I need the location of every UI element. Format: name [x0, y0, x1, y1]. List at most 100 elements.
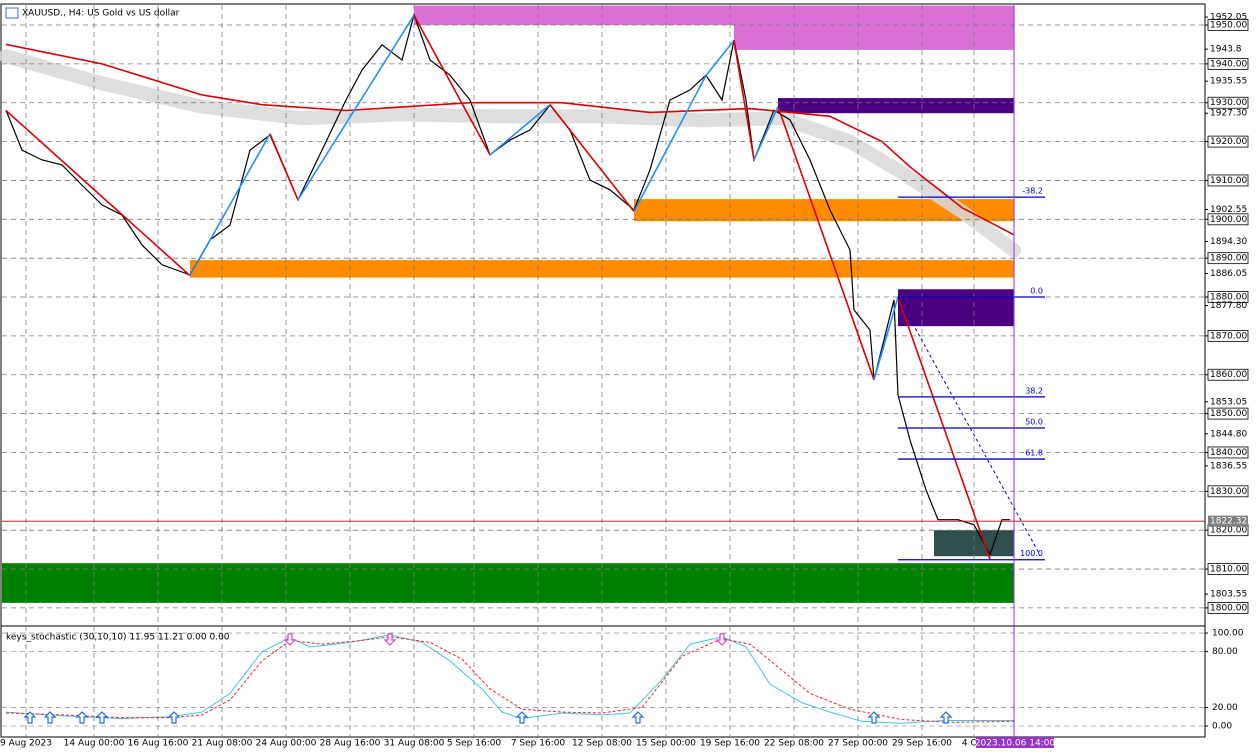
y-tick-box [1207, 368, 1249, 381]
price-zone [2, 563, 1014, 603]
x-tick-label: 16 Aug 16:00 [128, 739, 189, 749]
y-tick-box [1207, 485, 1249, 498]
x-tick-label: 19 Sep 16:00 [700, 739, 760, 749]
zigzag-leg [413, 14, 491, 156]
x-tick-label: 22 Sep 08:00 [764, 739, 824, 749]
signal-up [95, 711, 109, 724]
zigzag-leg [189, 133, 271, 277]
price-zone [934, 530, 1014, 557]
y-tick-label: 1900.00 [1210, 215, 1247, 225]
price-zone [734, 25, 1014, 50]
x-tick-label: 7 Sep 16:00 [511, 739, 566, 749]
x-tick-label: 27 Sep 00:00 [828, 739, 888, 749]
x-tick-label: 9 Aug 2023 [0, 739, 52, 749]
current-price-box [1208, 515, 1248, 527]
fib-label: 38.2 [1025, 386, 1043, 395]
y-tick-box [1207, 19, 1249, 31]
signal-up [939, 711, 953, 724]
zigzag-leg [269, 133, 299, 201]
y-tick-label: 1830.00 [1210, 487, 1247, 497]
x-tick-label: 14 Aug 00:00 [64, 739, 125, 749]
price-zone [414, 5, 1014, 26]
y-tick-label: 1920.00 [1210, 137, 1247, 147]
y-tick-box [1207, 213, 1249, 226]
zigzag-leg [549, 104, 635, 213]
x-tick-label: 29 Sep 16:00 [892, 739, 952, 749]
y-tick-box [1207, 602, 1249, 614]
zigzag-leg [489, 104, 551, 156]
signal-down [283, 633, 297, 646]
fib-label: 100.0 [1020, 549, 1043, 558]
y-tick-box [1207, 329, 1249, 342]
zigzag-leg [5, 109, 191, 277]
x-tick-label: 4 Oct [962, 739, 987, 749]
y-tick-box [1207, 135, 1249, 148]
y-tick-label: 1800.00 [1210, 603, 1247, 613]
x-tick-label: 24 Aug 00:00 [256, 739, 317, 749]
signal-up [23, 711, 37, 724]
price-zone [898, 289, 1014, 327]
y-tick-label: 1894.30 [1210, 237, 1247, 247]
zigzag-leg [733, 40, 755, 160]
zigzag-leg [633, 75, 707, 212]
fib-label: 61.8 [1025, 449, 1043, 458]
price-zone [634, 199, 1014, 222]
current-time-label: 2023.10.06 14:00 [975, 739, 1056, 749]
x-tick-label: 12 Sep 08:00 [572, 739, 632, 749]
fib-label: 0.0 [1030, 287, 1043, 296]
zigzag-leg [753, 106, 779, 161]
current-price-label: 1822.32 [1210, 517, 1247, 527]
y-tick-box [1207, 407, 1249, 420]
signal-down [383, 633, 397, 646]
y-tick-label: 1910.00 [1210, 176, 1247, 186]
price-zone [778, 98, 1014, 114]
y-tick-label: 0.00 [1212, 722, 1232, 732]
signal-up [631, 711, 645, 724]
signal-up [43, 711, 57, 724]
y-tick-label: 1935.55 [1210, 77, 1247, 87]
signal-up [867, 711, 881, 724]
y-tick-label: 1943.8 [1210, 45, 1242, 55]
y-tick-label: 1840.00 [1210, 448, 1247, 458]
y-tick-label: 20.00 [1212, 703, 1238, 713]
x-tick-label: 15 Sep 00:00 [636, 739, 696, 749]
chart-icon [5, 7, 19, 19]
y-tick-label: 1850.00 [1210, 409, 1247, 419]
y-tick-label: 1836.55 [1210, 461, 1247, 471]
zigzag-leg [873, 296, 899, 381]
y-tick-label: 1860.00 [1210, 370, 1247, 380]
y-tick-label: 1890.00 [1210, 254, 1247, 264]
y-tick-box [1207, 446, 1249, 459]
signal-up [515, 711, 529, 724]
chart-layer: 9 Aug 2023 14 Aug 00:00 16 Aug 16:00 21 Aug… [0, 5, 1249, 749]
fib-label: 50.0 [1025, 417, 1043, 426]
y-tick-label: 1902.55 [1210, 205, 1247, 215]
current-time-box [976, 737, 1054, 748]
fib-label: -38.2 [1022, 187, 1043, 196]
moving-average [5, 43, 1015, 236]
zigzag-leg [705, 40, 735, 77]
y-tick-box [1207, 57, 1249, 70]
y-tick-label: 1803.55 [1210, 590, 1247, 600]
y-tick-label: 1810.00 [1210, 565, 1247, 575]
x-tick-label: 21 Aug 08:00 [192, 739, 253, 749]
y-tick-label: 1927.30 [1210, 109, 1247, 119]
y-tick-label: 100.00 [1212, 629, 1244, 639]
plot-frame [0, 3, 1206, 738]
y-tick-label: 1880.00 [1210, 293, 1247, 303]
fib-trend-line [897, 296, 1041, 556]
zigzag-leg [777, 106, 875, 381]
x-tick-label: 28 Aug 16:00 [320, 739, 381, 749]
y-tick-box [1207, 96, 1249, 109]
y-tick-box [1207, 291, 1249, 303]
y-tick-label: 1853.05 [1210, 397, 1247, 407]
y-tick-label: 1844.80 [1210, 429, 1247, 439]
y-tick-label: 80.00 [1212, 647, 1238, 657]
y-tick-label: 1952.05 [1210, 13, 1247, 23]
y-tick-label: 1950.00 [1210, 21, 1247, 31]
x-tick-label: 31 Aug 08:00 [384, 739, 445, 749]
y-tick-box [1207, 174, 1249, 187]
stochastic-line [5, 634, 1014, 724]
y-tick-label: 1930.00 [1210, 98, 1247, 108]
